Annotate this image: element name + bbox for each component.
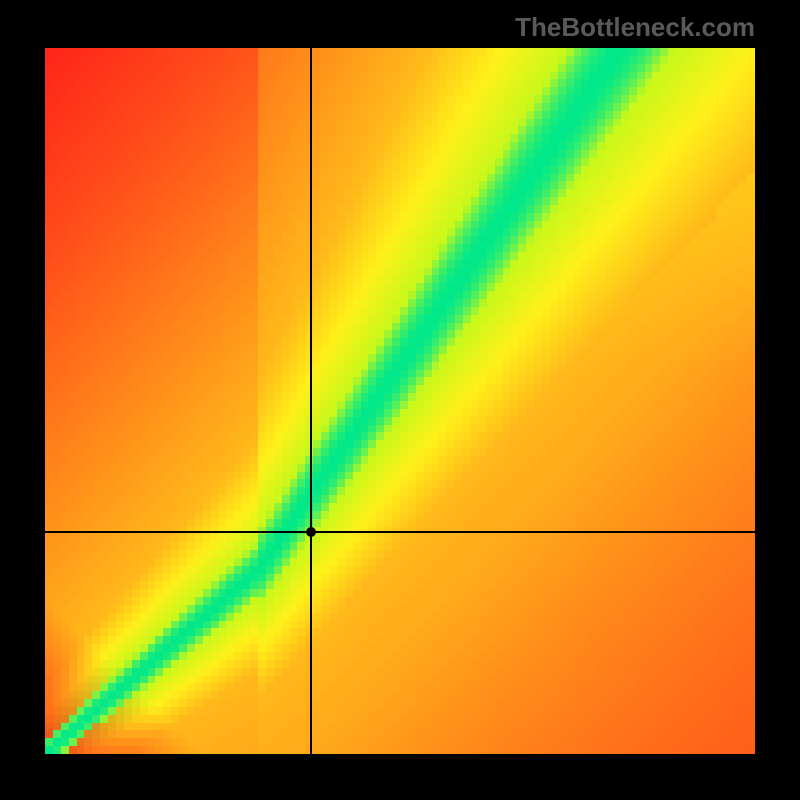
- crosshair-marker: [306, 527, 316, 537]
- watermark-text: TheBottleneck.com: [515, 12, 755, 43]
- crosshair-horizontal: [45, 531, 755, 533]
- crosshair-vertical: [310, 48, 312, 754]
- chart-container: { "canvas": { "width": 800, "height": 80…: [0, 0, 800, 800]
- bottleneck-heatmap: [45, 48, 755, 754]
